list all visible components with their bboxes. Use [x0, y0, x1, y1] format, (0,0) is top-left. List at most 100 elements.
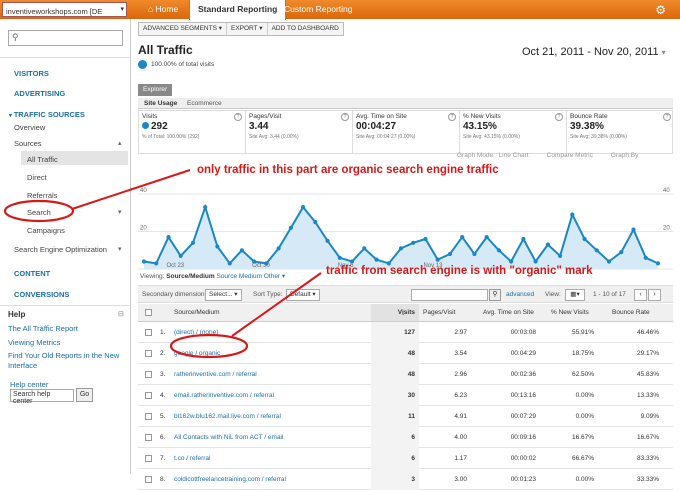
- row-source-medium[interactable]: coldicottfreelancetraining.com / referra…: [174, 476, 286, 483]
- help-link-old-reports[interactable]: Find Your Old Reports in the New Interfa…: [8, 351, 120, 370]
- col-visits[interactable]: Visits: [371, 304, 419, 322]
- table-row[interactable]: 8. coldicottfreelancetraining.com / refer…: [138, 469, 673, 490]
- y-tick-label: 20: [140, 226, 147, 232]
- row-checkbox[interactable]: [145, 329, 152, 336]
- tab-ecommerce[interactable]: Ecommerce: [187, 100, 222, 107]
- nav-home[interactable]: ⌂ Home: [140, 0, 186, 19]
- dim-medium[interactable]: Medium: [238, 273, 263, 280]
- chevron-down-icon[interactable]: ▾: [118, 209, 122, 216]
- x-tick-label: Nov 13: [423, 263, 443, 269]
- dim-source[interactable]: Source: [216, 273, 238, 280]
- search-icon[interactable]: ⚲: [489, 289, 501, 301]
- table-row[interactable]: 6. All Contacts with NiL from ACT / email…: [138, 427, 673, 448]
- sort-type-select[interactable]: Default ▾: [286, 289, 320, 301]
- grid-view-icon[interactable]: ▦▾: [565, 289, 585, 301]
- account-selector[interactable]: inventiveworkshops.com [DE ▾: [2, 2, 127, 17]
- advanced-segments-button[interactable]: ADVANCED SEGMENTS ▾: [139, 23, 227, 35]
- metric-avg-time[interactable]: Avg. Time on Site 00:04:27 Site Avg: 00:…: [353, 111, 460, 153]
- sidebar-item-referrals[interactable]: Referrals: [27, 191, 58, 200]
- row-checkbox[interactable]: [145, 434, 152, 441]
- data-point: [386, 261, 391, 266]
- sidebar-item-direct[interactable]: Direct: [27, 173, 47, 182]
- help-icon[interactable]: ?: [448, 113, 456, 121]
- table-row[interactable]: 2. google / organic 48 3.54 00:04:29 18.75% 29…: [138, 343, 673, 364]
- sidebar-item-visitors[interactable]: VISITORS: [14, 69, 49, 78]
- row-checkbox[interactable]: [145, 455, 152, 462]
- row-checkbox[interactable]: [145, 371, 152, 378]
- gear-icon[interactable]: ⚙: [655, 3, 666, 17]
- sidebar-item-traffic-sources[interactable]: ▾ TRAFFIC SOURCES: [9, 110, 85, 119]
- collapse-icon[interactable]: ⊟: [118, 311, 124, 318]
- sidebar-item-content[interactable]: CONTENT: [14, 269, 51, 278]
- help-icon[interactable]: ?: [234, 113, 242, 121]
- dim-other[interactable]: Other ▾: [263, 273, 286, 280]
- metric-visits[interactable]: Visits 292 % of Total: 100.00% (292) ?: [139, 111, 246, 153]
- data-point: [631, 227, 636, 232]
- row-source-medium[interactable]: google / organic: [174, 350, 221, 357]
- export-button[interactable]: EXPORT ▾: [227, 23, 268, 35]
- row-checkbox[interactable]: [145, 413, 152, 420]
- dim-source-medium[interactable]: Source/Medium: [166, 273, 215, 280]
- nav-standard-reporting[interactable]: Standard Reporting: [189, 0, 287, 20]
- sidebar-item-campaigns[interactable]: Campaigns: [27, 226, 65, 235]
- help-search-input[interactable]: Search help center: [10, 389, 74, 405]
- tab-site-usage[interactable]: Site Usage: [144, 100, 178, 107]
- next-page-icon[interactable]: ›: [648, 289, 661, 301]
- row-checkbox[interactable]: [145, 350, 152, 357]
- row-checkbox[interactable]: [145, 392, 152, 399]
- row-source-medium[interactable]: email.ratherinventive.com / referral: [174, 392, 275, 399]
- col-avg-time[interactable]: Avg. Time on Site: [483, 309, 534, 316]
- col-bounce-rate[interactable]: Bounce Rate: [612, 309, 650, 316]
- row-visits: 48: [371, 343, 419, 364]
- chevron-up-icon[interactable]: ▴: [118, 140, 122, 147]
- sidebar-item-seo[interactable]: Search Engine Optimization: [14, 245, 107, 254]
- table-row[interactable]: 3. ratherinventive.com / referral 48 2.96 00…: [138, 364, 673, 385]
- secondary-dim-select[interactable]: Select... ▾: [205, 289, 242, 301]
- sidebar-item-all-traffic[interactable]: All Traffic: [27, 155, 58, 164]
- compare-metric-button[interactable]: Compare Metric: [546, 152, 593, 159]
- table-row[interactable]: 4. email.ratherinventive.com / referral 30…: [138, 385, 673, 406]
- row-source-medium[interactable]: bl162w.blu162.mail.live.com / referral: [174, 413, 281, 420]
- sidebar-item-overview[interactable]: Overview: [14, 123, 46, 132]
- data-point: [166, 235, 171, 240]
- advanced-filter-link[interactable]: advanced: [506, 291, 535, 298]
- help-icon[interactable]: ?: [663, 113, 671, 121]
- row-checkbox[interactable]: [145, 476, 152, 483]
- sidebar-search-input[interactable]: ⚲: [8, 30, 123, 46]
- col-pages-visit[interactable]: Pages/Visit: [423, 309, 456, 316]
- chevron-down-icon[interactable]: ▾: [118, 246, 122, 253]
- table-row[interactable]: 7. t.co / referral 6 1.17 00:00:02 66.67% 83.3…: [138, 448, 673, 469]
- graph-by-label[interactable]: Graph By: [610, 152, 639, 159]
- prev-page-icon[interactable]: ‹: [634, 289, 647, 301]
- metric-pages-visit[interactable]: Pages/Visit 3.44 Site Avg: 3.44 (0.00%) …: [246, 111, 353, 153]
- sidebar-item-search[interactable]: Search: [27, 208, 51, 217]
- table-search-input[interactable]: [411, 289, 488, 301]
- col-new-visits[interactable]: % New Visits: [551, 309, 589, 316]
- date-range-picker[interactable]: Oct 21, 2011 - Nov 20, 2011 ▾: [522, 46, 666, 58]
- sidebar-item-conversions[interactable]: CONVERSIONS: [14, 290, 70, 299]
- help-link-all-traffic[interactable]: The All Traffic Report: [8, 324, 78, 333]
- row-avg-time: 00:03:08: [510, 329, 536, 336]
- select-all-checkbox[interactable]: [145, 309, 152, 316]
- help-link-viewing-metrics[interactable]: Viewing Metrics: [8, 338, 61, 347]
- metric-new-visits[interactable]: % New Visits 43.15% Site Avg: 43.15% (0.…: [460, 111, 567, 153]
- metric-bounce-rate[interactable]: Bounce Rate 39.38% Site Avg: 39.38% (0.0…: [567, 111, 674, 153]
- row-source-medium[interactable]: (direct) / (none): [174, 329, 219, 336]
- help-icon[interactable]: ?: [555, 113, 563, 121]
- row-source-medium[interactable]: All Contacts with NiL from ACT / email: [174, 434, 284, 441]
- chevron-down-icon: ▾: [661, 48, 666, 57]
- sidebar-item-sources[interactable]: Sources: [14, 139, 42, 148]
- nav-custom-reporting[interactable]: Custom Reporting: [284, 4, 353, 14]
- sidebar-item-advertising[interactable]: ADVERTISING: [14, 89, 66, 98]
- row-pages-visit: 2.97: [454, 329, 467, 336]
- add-to-dashboard-button[interactable]: ADD TO DASHBOARD: [271, 25, 339, 32]
- row-source-medium[interactable]: ratherinventive.com / referral: [174, 371, 257, 378]
- row-source-medium[interactable]: t.co / referral: [174, 455, 211, 462]
- help-go-button[interactable]: Go: [76, 388, 93, 402]
- help-icon[interactable]: ?: [341, 113, 349, 121]
- table-row[interactable]: 5. bl162w.blu162.mail.live.com / referral…: [138, 406, 673, 427]
- tab-explorer[interactable]: Explorer: [138, 84, 173, 96]
- table-row[interactable]: 1. (direct) / (none) 127 2.97 00:03:08 55.91%…: [138, 322, 673, 343]
- col-source-medium[interactable]: Source/Medium: [174, 309, 220, 316]
- line-chart-button[interactable]: Line Chart: [498, 152, 529, 159]
